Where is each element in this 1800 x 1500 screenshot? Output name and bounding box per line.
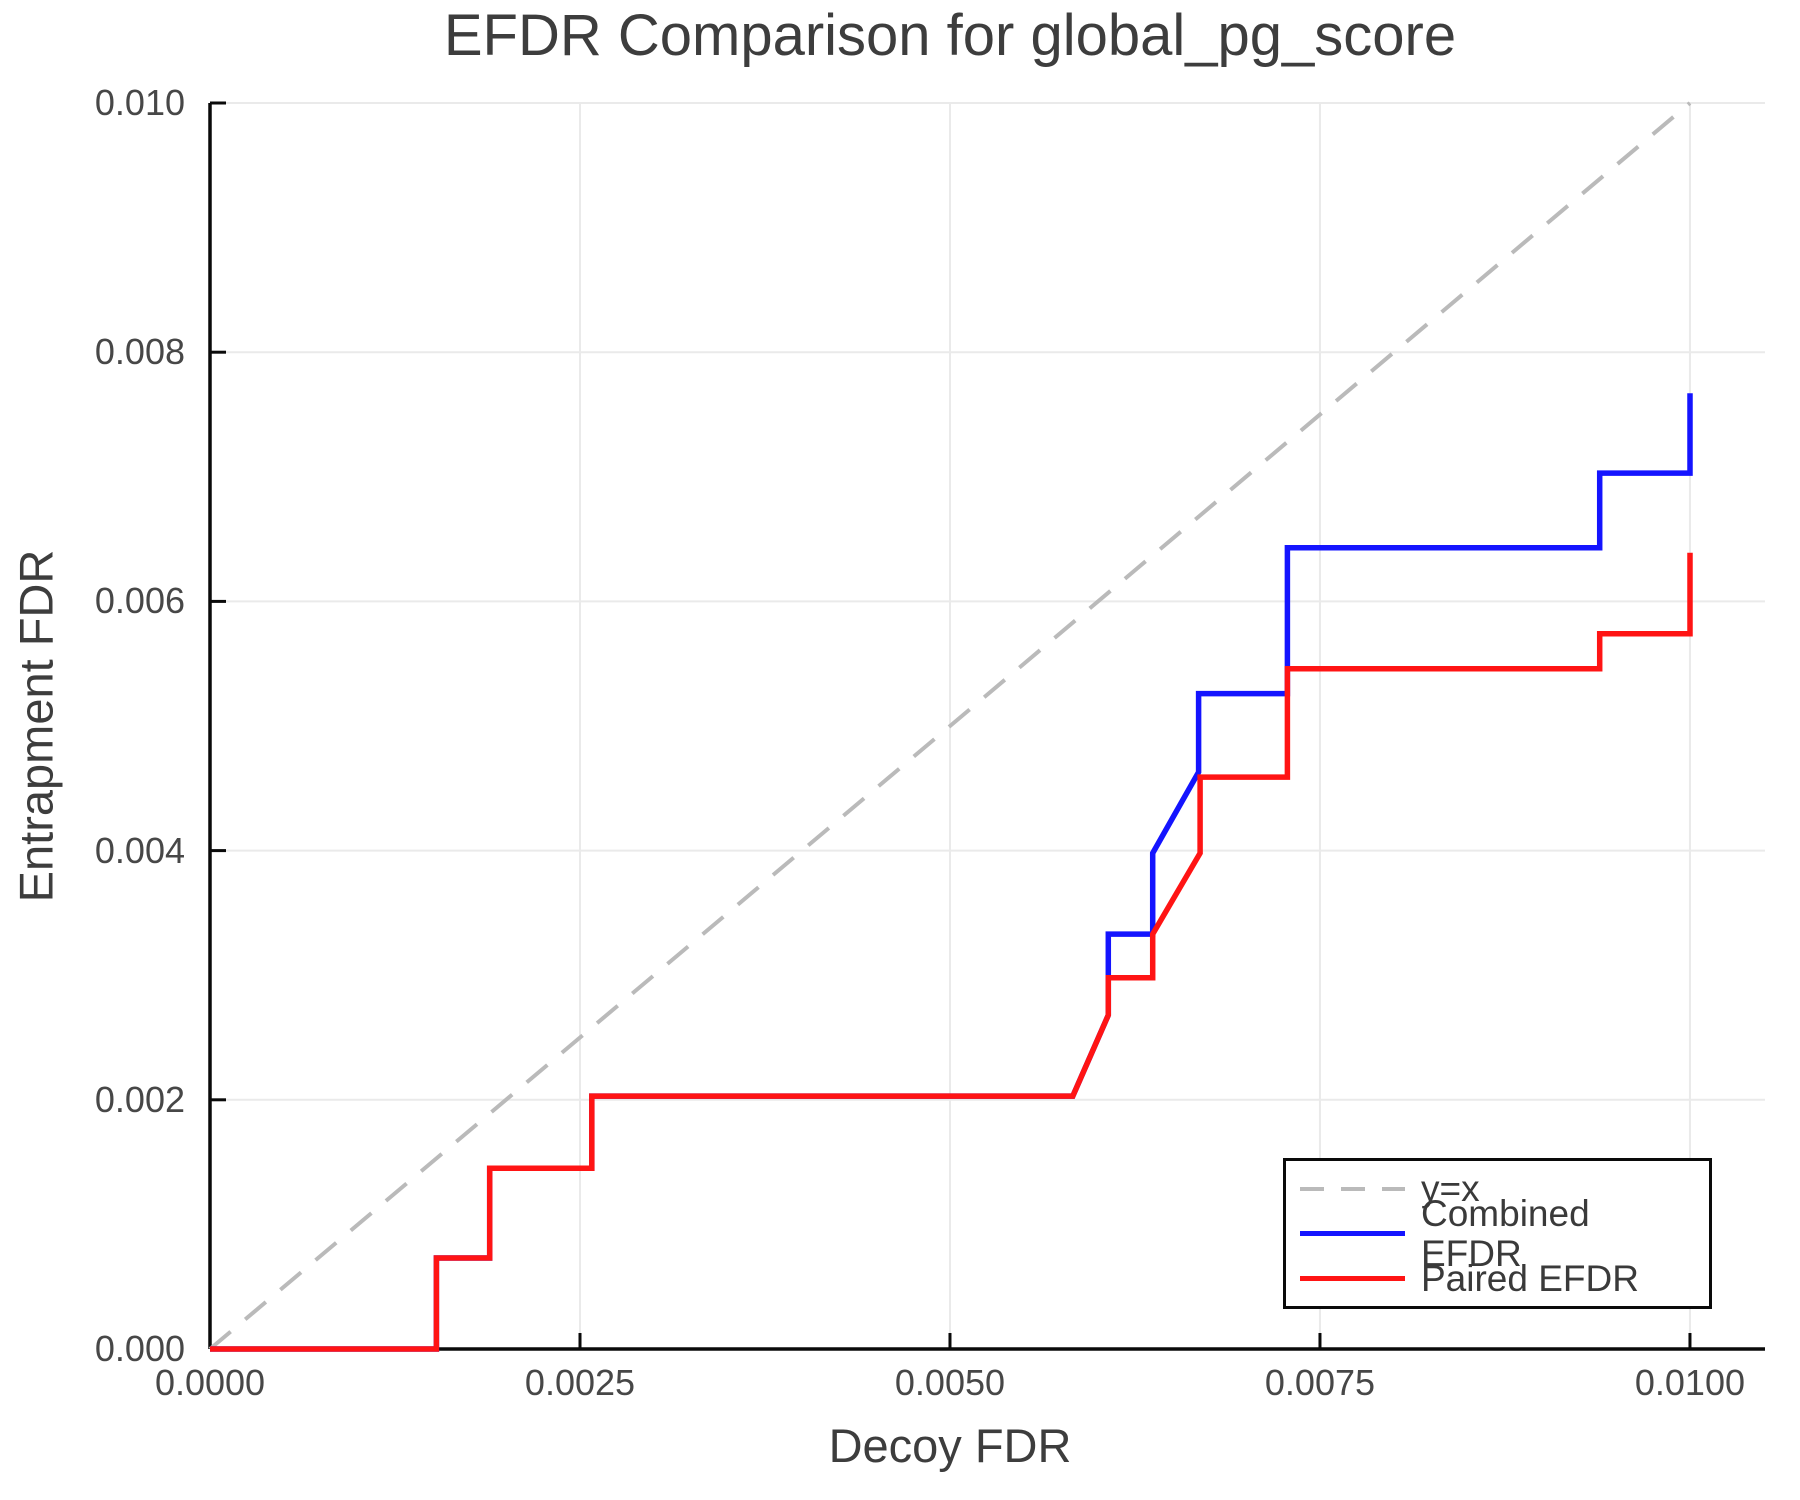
- legend-label-paired-efdr: Paired EFDR: [1421, 1257, 1639, 1299]
- chart-title: EFDR Comparison for global_pg_score: [443, 3, 1457, 68]
- legend-label-yx: y=x: [1421, 1167, 1480, 1209]
- x-tick-label: 0.0100: [1634, 1362, 1745, 1403]
- x-tick-label: 0.0000: [154, 1362, 266, 1403]
- legend: y=x Combined EFDR Paired EFDR: [1283, 1158, 1712, 1309]
- legend-item-combined-efdr: Combined EFDR: [1300, 1193, 1695, 1273]
- y-tick-label: 0.008: [94, 331, 185, 373]
- x-tick-label: 0.0075: [1264, 1362, 1376, 1403]
- y-tick-label: 0.010: [94, 82, 185, 123]
- x-axis-label: Decoy FDR: [828, 1419, 1072, 1472]
- combined-efdr-line-swatch: [1300, 1231, 1405, 1236]
- legend-label-combined-efdr: Combined EFDR: [1421, 1192, 1590, 1274]
- x-tick-label: 0.0025: [524, 1362, 636, 1403]
- y-tick-label: 0.000: [94, 1328, 185, 1369]
- legend-item-paired-efdr: Paired EFDR: [1300, 1257, 1695, 1299]
- y-tick-label: 0.004: [94, 829, 185, 871]
- legend-item-yx: y=x: [1300, 1167, 1695, 1209]
- plot-area: [208, 101, 1765, 1352]
- y-tick-label: 0.006: [94, 580, 185, 622]
- paired-efdr-line-swatch: [1300, 1276, 1405, 1281]
- x-tick-label: 0.0050: [894, 1362, 1006, 1403]
- y-tick-label: 0.002: [94, 1078, 185, 1120]
- dashed-line-swatch: [1300, 1186, 1405, 1191]
